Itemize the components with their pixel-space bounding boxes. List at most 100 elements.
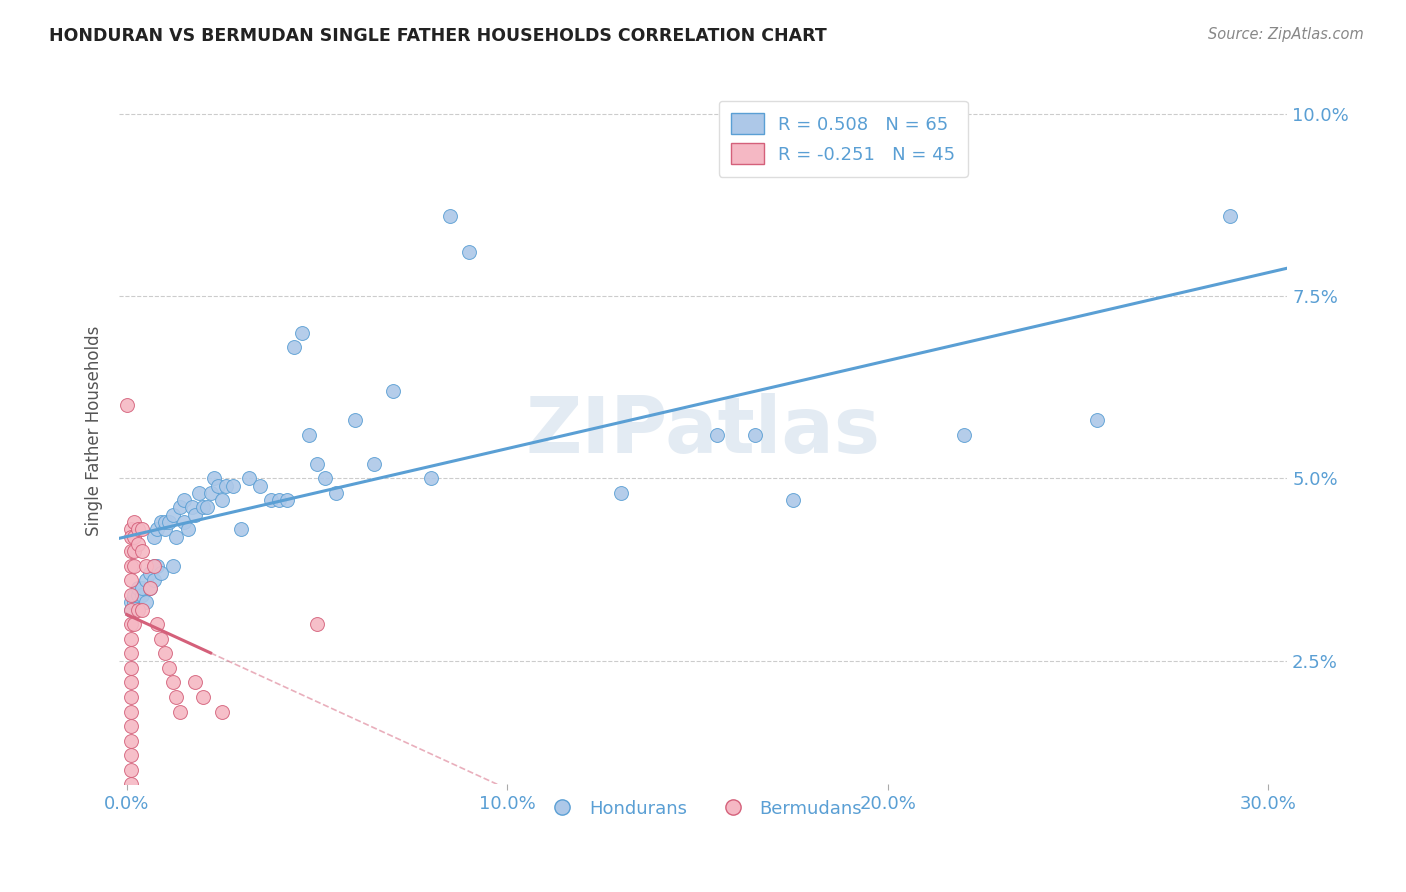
- Point: [135, 595, 157, 609]
- Point: [215, 478, 238, 492]
- Point: [153, 522, 176, 536]
- Point: [283, 340, 305, 354]
- Point: [120, 777, 142, 791]
- Point: [420, 471, 443, 485]
- Point: [120, 748, 142, 763]
- Point: [202, 471, 225, 485]
- Point: [162, 558, 184, 573]
- Point: [344, 413, 367, 427]
- Point: [177, 522, 200, 536]
- Point: [1085, 413, 1108, 427]
- Point: [120, 690, 142, 704]
- Point: [135, 574, 157, 588]
- Point: [124, 595, 146, 609]
- Point: [180, 500, 202, 515]
- Point: [307, 617, 329, 632]
- Text: Source: ZipAtlas.com: Source: ZipAtlas.com: [1208, 27, 1364, 42]
- Point: [169, 500, 191, 515]
- Point: [953, 427, 976, 442]
- Point: [782, 493, 804, 508]
- Point: [291, 326, 314, 340]
- Point: [165, 530, 187, 544]
- Point: [165, 690, 187, 704]
- Point: [127, 581, 149, 595]
- Y-axis label: Single Father Households: Single Father Households: [86, 326, 103, 536]
- Point: [142, 530, 165, 544]
- Point: [124, 588, 146, 602]
- Point: [307, 457, 329, 471]
- Point: [157, 661, 180, 675]
- Point: [138, 581, 160, 595]
- Point: [124, 544, 146, 558]
- Point: [150, 566, 173, 580]
- Point: [249, 478, 271, 492]
- Point: [382, 384, 405, 398]
- Point: [120, 574, 142, 588]
- Point: [138, 566, 160, 580]
- Point: [150, 515, 173, 529]
- Point: [211, 493, 233, 508]
- Point: [127, 537, 149, 551]
- Point: [142, 558, 165, 573]
- Point: [142, 574, 165, 588]
- Point: [267, 493, 290, 508]
- Point: [127, 602, 149, 616]
- Point: [124, 558, 146, 573]
- Point: [120, 522, 142, 536]
- Point: [120, 632, 142, 646]
- Point: [120, 661, 142, 675]
- Point: [363, 457, 385, 471]
- Legend: Hondurans, Bermudans: Hondurans, Bermudans: [537, 792, 869, 825]
- Point: [276, 493, 298, 508]
- Point: [191, 500, 214, 515]
- Point: [120, 544, 142, 558]
- Point: [124, 617, 146, 632]
- Point: [298, 427, 321, 442]
- Point: [135, 558, 157, 573]
- Point: [120, 617, 142, 632]
- Point: [115, 399, 138, 413]
- Point: [195, 500, 218, 515]
- Point: [207, 478, 229, 492]
- Point: [120, 646, 142, 660]
- Point: [131, 522, 153, 536]
- Point: [131, 588, 153, 602]
- Point: [744, 427, 766, 442]
- Point: [325, 486, 347, 500]
- Point: [124, 515, 146, 529]
- Point: [131, 602, 153, 616]
- Point: [162, 675, 184, 690]
- Point: [120, 763, 142, 777]
- Point: [146, 522, 169, 536]
- Point: [120, 588, 142, 602]
- Point: [127, 588, 149, 602]
- Point: [222, 478, 245, 492]
- Point: [191, 690, 214, 704]
- Point: [124, 530, 146, 544]
- Point: [120, 705, 142, 719]
- Point: [162, 508, 184, 522]
- Point: [127, 522, 149, 536]
- Point: [200, 486, 222, 500]
- Point: [120, 530, 142, 544]
- Point: [153, 646, 176, 660]
- Point: [188, 486, 211, 500]
- Point: [142, 558, 165, 573]
- Point: [120, 558, 142, 573]
- Point: [439, 209, 461, 223]
- Point: [173, 515, 195, 529]
- Point: [211, 705, 233, 719]
- Point: [610, 486, 633, 500]
- Point: [173, 493, 195, 508]
- Point: [150, 632, 173, 646]
- Point: [146, 558, 169, 573]
- Point: [120, 602, 142, 616]
- Point: [706, 427, 728, 442]
- Point: [138, 581, 160, 595]
- Point: [229, 522, 252, 536]
- Point: [184, 675, 207, 690]
- Point: [314, 471, 336, 485]
- Point: [120, 602, 142, 616]
- Point: [169, 705, 191, 719]
- Point: [458, 245, 481, 260]
